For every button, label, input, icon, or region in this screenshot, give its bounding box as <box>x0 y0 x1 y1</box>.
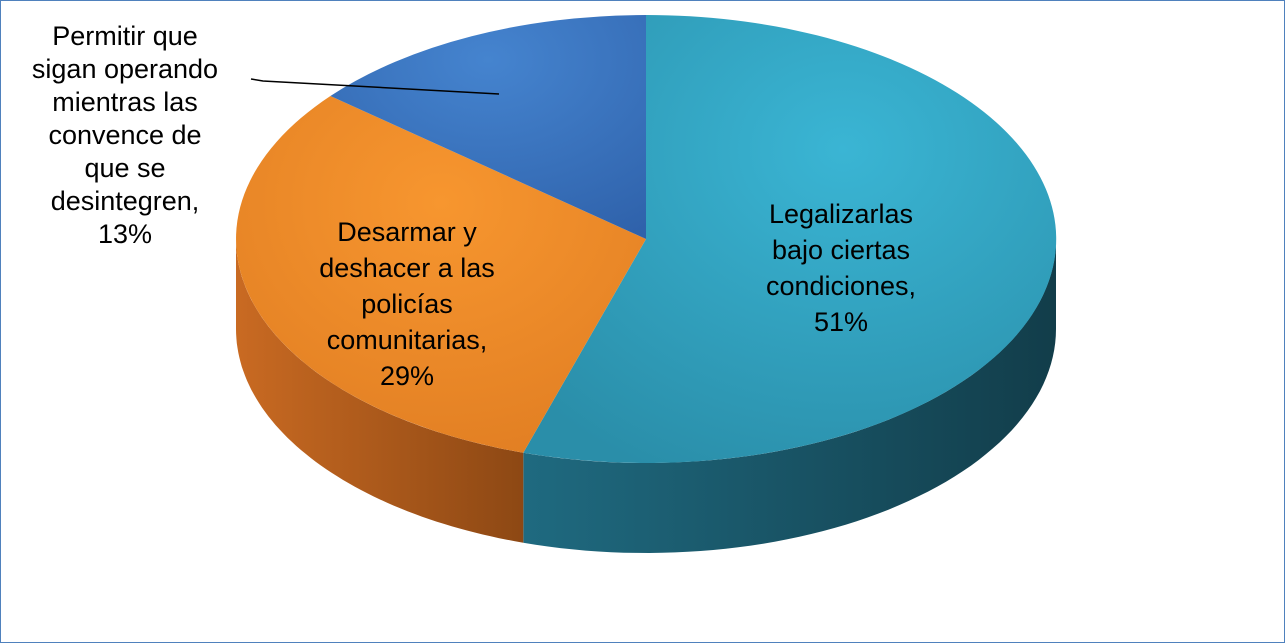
pie-label-1: Desarmar y deshacer a las policías comunita… <box>319 217 495 391</box>
pie-label-1-line-0: Desarmar y <box>337 217 477 247</box>
pie-label-2-line-4: que se <box>84 153 165 183</box>
pie-label-1-line-4: 29% <box>380 361 434 391</box>
pie-label-2-line-6: 13% <box>98 219 152 249</box>
pie-label-2-line-0: Permitir que <box>52 21 198 51</box>
pie-label-0-line-0: Legalizarlas <box>769 199 913 229</box>
pie-slice-2 <box>330 15 646 239</box>
pie-label-2-line-5: desintegren, <box>51 186 200 216</box>
pie-label-2: Permitir que sigan operando mientras las co… <box>32 21 218 249</box>
pie-label-2-line-2: mientras las <box>52 87 198 117</box>
pie-label-2-line-3: convence de <box>48 120 201 150</box>
pie-label-2-line-1: sigan operando <box>32 54 218 84</box>
leader-line-2 <box>250 78 500 95</box>
pie-label-1-line-2: policías <box>361 289 453 319</box>
pie-slice-1 <box>236 96 647 453</box>
pie-slice-0 <box>523 14 1057 463</box>
pie-label-1-line-3: comunitarias, <box>327 325 488 355</box>
pie-slice-side-0 <box>523 239 1056 553</box>
pie-slice-side-1 <box>236 239 524 543</box>
pie-label-0-line-1: bajo ciertas <box>772 235 910 265</box>
pie-label-0-line-2: condiciones, <box>766 271 916 301</box>
pie-label-1-line-1: deshacer a las <box>319 253 495 283</box>
pie-label-0-line-3: 51% <box>814 307 868 337</box>
pie-label-0: Legalizarlas bajo ciertas condiciones, 51% <box>766 199 916 337</box>
